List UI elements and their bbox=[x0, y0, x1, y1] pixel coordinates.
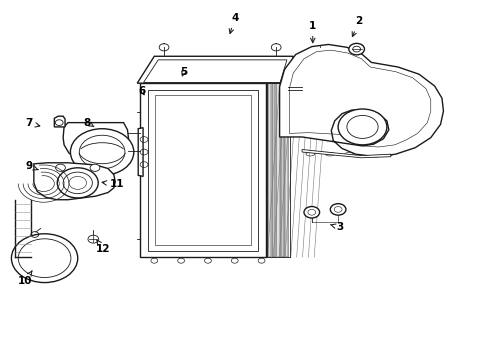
Circle shape bbox=[57, 168, 98, 198]
Polygon shape bbox=[148, 90, 257, 251]
Bar bbox=[285, 83, 288, 257]
Circle shape bbox=[337, 109, 386, 145]
Text: 7: 7 bbox=[25, 118, 40, 128]
Text: 4: 4 bbox=[229, 13, 238, 33]
Text: 11: 11 bbox=[102, 179, 124, 189]
Polygon shape bbox=[279, 44, 443, 157]
Polygon shape bbox=[155, 95, 250, 246]
Bar bbox=[271, 83, 275, 257]
Polygon shape bbox=[302, 149, 390, 158]
Circle shape bbox=[330, 204, 345, 215]
Text: 3: 3 bbox=[330, 222, 343, 232]
Circle shape bbox=[88, 235, 99, 243]
Polygon shape bbox=[63, 123, 129, 163]
Polygon shape bbox=[137, 56, 293, 83]
Polygon shape bbox=[138, 128, 143, 176]
Bar bbox=[267, 83, 270, 257]
Text: 8: 8 bbox=[84, 118, 94, 128]
Text: 6: 6 bbox=[138, 86, 145, 96]
Text: 2: 2 bbox=[351, 17, 362, 36]
Text: 10: 10 bbox=[18, 271, 32, 286]
Text: 12: 12 bbox=[96, 240, 110, 254]
Polygon shape bbox=[54, 116, 65, 127]
Text: 5: 5 bbox=[180, 67, 187, 77]
Bar bbox=[280, 83, 284, 257]
Circle shape bbox=[90, 164, 100, 171]
Circle shape bbox=[11, 234, 78, 283]
Circle shape bbox=[56, 164, 65, 171]
Text: 1: 1 bbox=[308, 21, 316, 42]
Polygon shape bbox=[140, 83, 266, 257]
Circle shape bbox=[348, 43, 364, 55]
Polygon shape bbox=[34, 163, 115, 200]
Bar bbox=[276, 83, 279, 257]
Text: 9: 9 bbox=[25, 161, 38, 171]
Circle shape bbox=[70, 129, 134, 175]
Circle shape bbox=[304, 207, 319, 218]
